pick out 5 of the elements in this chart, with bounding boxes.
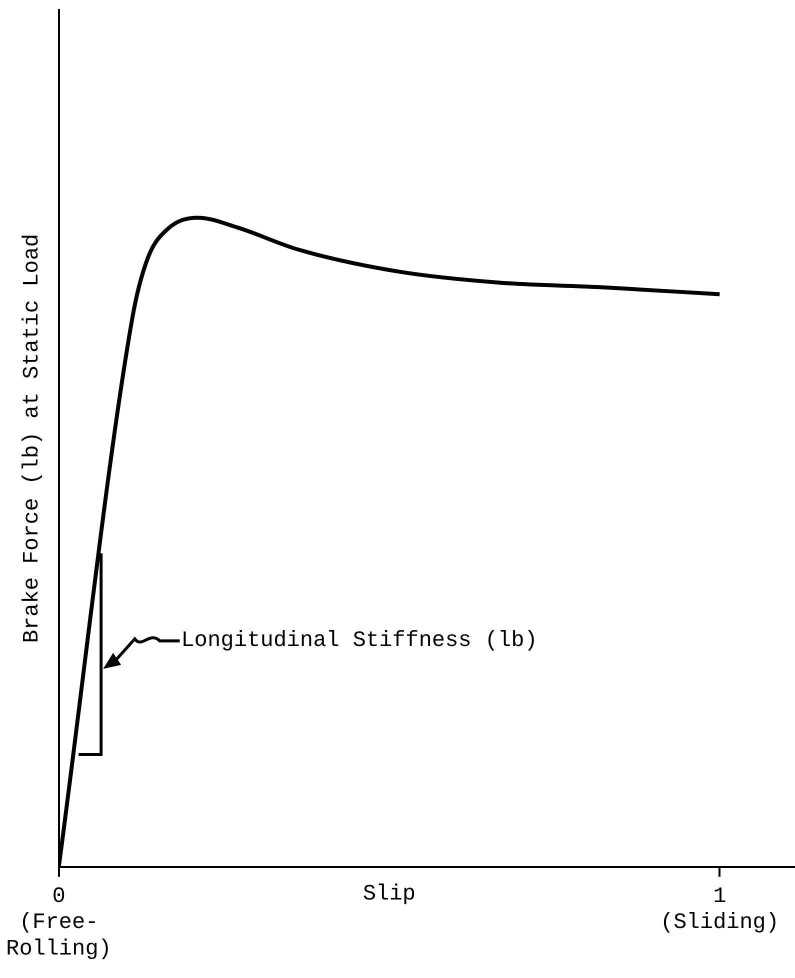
x-tick-label: 0 (Free- Rolling) (6, 884, 112, 962)
x-axis-title: Slip (362, 882, 416, 907)
y-axis-title: Brake Force (lb) at Static Load (19, 234, 44, 644)
annotation: Longitudinal Stiffness (lb) (181, 628, 538, 653)
x-tick-label: 1 (Sliding) (660, 884, 780, 936)
